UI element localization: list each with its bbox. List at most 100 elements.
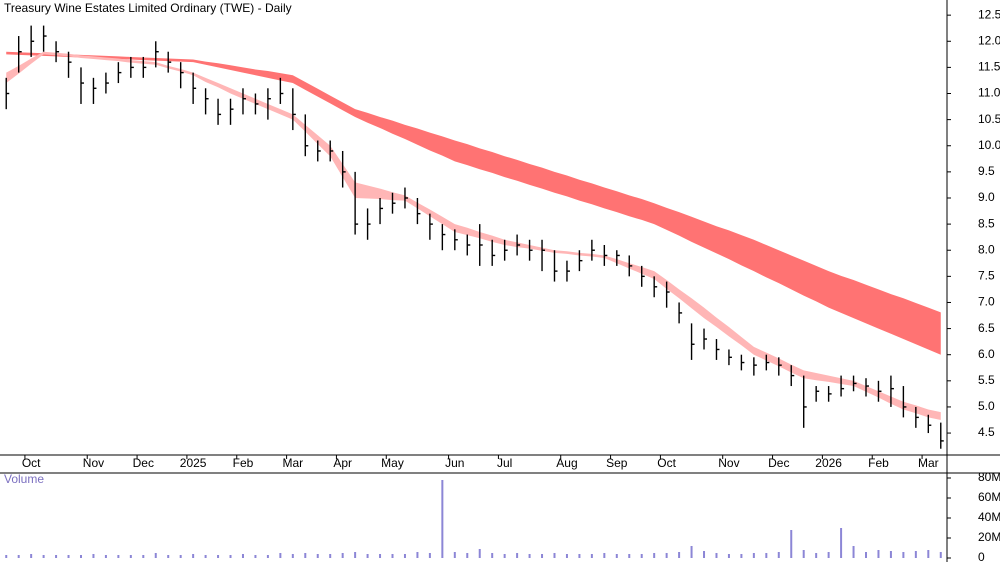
volume-bar	[341, 553, 344, 558]
volume-bar	[329, 554, 332, 558]
y-tick-label: 40M	[978, 510, 1000, 524]
y-tick-label: 60M	[978, 490, 1000, 504]
y-tick-label: 5.5	[978, 373, 995, 387]
x-tick-label: 2025	[180, 456, 207, 470]
x-tick-label: Mar	[282, 456, 303, 470]
y-tick-label: 9.0	[978, 190, 995, 204]
volume-bar	[466, 553, 469, 558]
volume-bar	[254, 555, 257, 558]
volume-bar	[877, 550, 880, 558]
x-tick-label: Jul	[497, 456, 512, 470]
volume-bar	[590, 554, 593, 558]
volume-bar	[92, 554, 95, 558]
volume-bar	[790, 530, 793, 558]
volume-bar	[640, 554, 643, 558]
volume-bar	[117, 555, 120, 558]
volume-bar	[428, 553, 431, 558]
volume-bar	[30, 554, 33, 558]
volume-bar	[678, 552, 681, 558]
y-tick-label: 9.5	[978, 164, 995, 178]
volume-bar	[615, 554, 618, 558]
x-tick-label: Feb	[233, 456, 254, 470]
volume-bar	[5, 555, 8, 558]
volume-bar	[914, 551, 917, 558]
y-tick-label: 10.5	[978, 112, 1000, 126]
volume-bar	[79, 555, 82, 558]
volume-bar	[516, 553, 519, 558]
volume-bar	[154, 553, 157, 558]
volume-bar	[316, 554, 319, 558]
volume-bar	[453, 552, 456, 558]
volume-bar	[304, 553, 307, 558]
volume-bar	[752, 553, 755, 558]
volume-bar	[815, 553, 818, 558]
volume-bar	[142, 555, 145, 558]
volume-bar	[291, 554, 294, 558]
y-tick-label: 7.5	[978, 269, 995, 283]
volume-bar	[727, 554, 730, 558]
y-tick-label: 11.0	[978, 86, 1000, 100]
volume-bar	[217, 555, 220, 558]
y-tick-label: 5.0	[978, 399, 995, 413]
x-tick-label: Dec	[133, 456, 154, 470]
volume-bar	[179, 555, 182, 558]
y-tick-label: 80M	[978, 470, 1000, 484]
x-tick-label: Jun	[445, 456, 464, 470]
y-tick-label: 6.0	[978, 347, 995, 361]
y-tick-label: 6.5	[978, 321, 995, 335]
volume-bar	[690, 546, 693, 558]
y-tick-label: 12.5	[978, 7, 1000, 21]
x-tick-label: Feb	[868, 456, 889, 470]
volume-bar	[827, 552, 830, 558]
volume-bar	[653, 553, 656, 558]
volume-bar	[740, 554, 743, 558]
volume-bar	[266, 555, 269, 558]
volume-bar	[491, 553, 494, 558]
x-tick-label: Mar	[918, 456, 939, 470]
y-tick-label: 8.5	[978, 216, 995, 230]
volume-bar	[503, 554, 506, 558]
x-tick-label: 2026	[815, 456, 842, 470]
y-tick-label: 4.5	[978, 425, 995, 439]
volume-bar	[478, 549, 481, 558]
volume-bar	[665, 553, 668, 558]
y-tick-label: 20M	[978, 530, 1000, 544]
volume-bar	[204, 555, 207, 558]
volume-bar	[553, 553, 556, 558]
volume-title: Volume	[4, 472, 44, 486]
volume-bar	[927, 550, 930, 558]
volume-bar	[765, 553, 768, 558]
volume-bar	[129, 555, 132, 558]
x-tick-label: Nov	[718, 456, 739, 470]
volume-bar	[578, 554, 581, 558]
volume-bar	[715, 553, 718, 558]
volume-bar	[865, 552, 868, 558]
x-tick-label: Nov	[83, 456, 104, 470]
volume-bar	[416, 552, 419, 558]
volume-bar	[167, 555, 170, 558]
volume-bar	[802, 550, 805, 558]
y-tick-label: 0	[978, 550, 985, 562]
y-tick-label: 12.0	[978, 33, 1000, 47]
x-tick-label: Oct	[657, 456, 676, 470]
volume-bar	[192, 554, 195, 558]
y-tick-label: 10.0	[978, 138, 1000, 152]
x-tick-label: Sep	[606, 456, 628, 470]
volume-bar	[703, 551, 706, 558]
volume-bar	[777, 552, 780, 558]
volume-bar	[565, 554, 568, 558]
volume-bar	[541, 554, 544, 558]
y-tick-label: 11.5	[978, 60, 1000, 74]
y-tick-label: 8.0	[978, 242, 995, 256]
moving-average-band	[6, 51, 941, 420]
volume-bar	[366, 554, 369, 558]
volume-bar	[852, 546, 855, 558]
chart-title: Treasury Wine Estates Limited Ordinary (…	[4, 1, 292, 15]
volume-bar	[902, 552, 905, 558]
volume-bar	[42, 555, 45, 558]
volume-bar	[441, 480, 444, 558]
volume-bar	[528, 554, 531, 558]
volume-bar	[279, 553, 282, 558]
volume-bar	[55, 555, 58, 558]
